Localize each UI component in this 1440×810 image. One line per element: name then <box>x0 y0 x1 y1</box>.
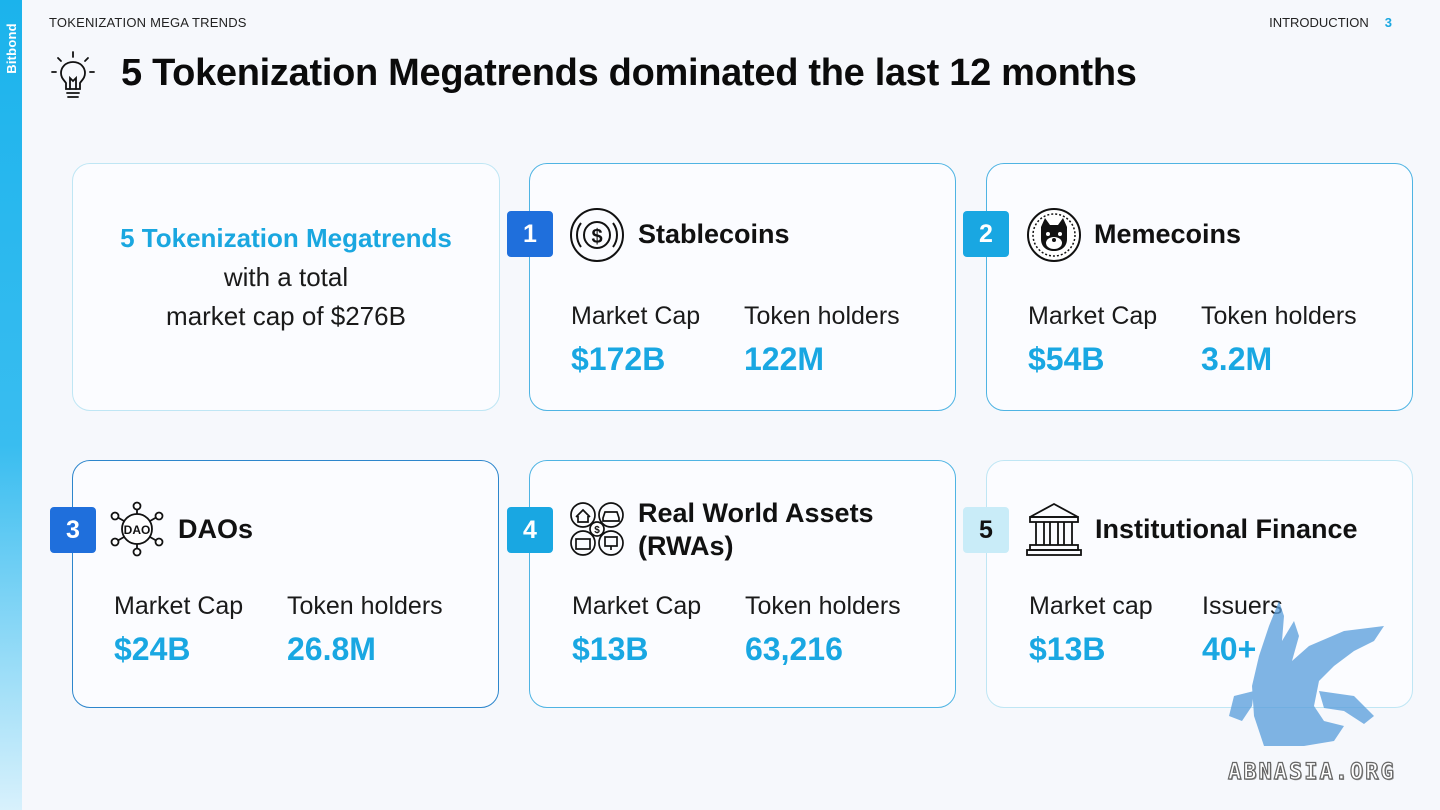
dao-network-icon: DAO <box>110 501 164 557</box>
trend-title: Institutional Finance <box>1095 514 1358 544</box>
metric-value: 40+ <box>1202 631 1257 667</box>
metric-label: Market Cap <box>572 592 702 620</box>
metric-label: Token holders <box>287 592 443 620</box>
metric-value: $13B <box>1029 631 1106 667</box>
metric-label: Token holders <box>1201 302 1357 330</box>
trend-title: Real World Assets (RWAs) <box>638 497 874 563</box>
real-world-assets-icon: $ <box>570 502 624 556</box>
intro-highlight: 5 Tokenization Megatrends <box>120 222 452 253</box>
griffin-watermark-icon <box>1229 601 1384 746</box>
section-label: TOKENIZATION MEGA TRENDS <box>49 15 247 30</box>
metric-label: Market Cap <box>1028 302 1158 330</box>
metric-value: $54B <box>1028 341 1105 377</box>
svg-text:$: $ <box>591 226 602 248</box>
intro-card: 5 Tokenization Megatrends with a total m… <box>72 163 500 411</box>
bank-building-icon <box>1026 502 1082 556</box>
trend-card-daos <box>72 460 499 708</box>
metric-label: Token holders <box>744 302 900 330</box>
trend-number-badge: 3 <box>50 507 96 553</box>
metric-label: Market cap <box>1029 592 1153 620</box>
trend-title: DAOs <box>178 514 254 544</box>
metric-label: Token holders <box>745 592 901 620</box>
page-title: 5 Tokenization Megatrends dominated the … <box>121 52 1137 94</box>
metric-value: 3.2M <box>1201 341 1273 377</box>
page-number: 3 <box>1384 15 1392 30</box>
brand-sidebar: Bitbond <box>0 0 22 810</box>
dollar-coin-icon: $ <box>570 208 624 262</box>
metric-value: $24B <box>114 631 191 667</box>
metric-value: 26.8M <box>287 631 376 667</box>
trend-title: Memecoins <box>1094 219 1242 249</box>
trend-card-institutional-finance <box>986 460 1413 708</box>
trend-title-line-1: Real World Assets <box>638 498 874 528</box>
page-header-right: INTRODUCTION 3 <box>1269 15 1392 30</box>
metric-value: $172B <box>571 341 666 377</box>
chapter-label: INTRODUCTION <box>1269 15 1369 30</box>
intro-line-3: market cap of $276B <box>166 300 406 331</box>
trend-card-memecoins <box>986 163 1413 411</box>
trend-title-line-2: (RWAs) <box>638 531 734 561</box>
lightbulb-icon <box>51 51 95 98</box>
shiba-dog-coin-icon <box>1027 208 1081 262</box>
metric-value: 122M <box>744 341 825 377</box>
metric-label: Issuers <box>1202 592 1283 620</box>
metric-label: Market Cap <box>114 592 244 620</box>
svg-text:$: $ <box>594 525 600 536</box>
trend-card-stablecoins <box>529 163 956 411</box>
watermark-text: ABNASIA.ORG <box>1227 759 1396 785</box>
metric-label: Market Cap <box>571 302 701 330</box>
metric-value: 63,216 <box>745 631 843 667</box>
trend-number-badge: 4 <box>507 507 553 553</box>
intro-line-2: with a total <box>223 261 349 292</box>
trend-number-badge: 2 <box>963 211 1009 257</box>
dao-icon-text: DAO <box>124 523 151 537</box>
metric-value: $13B <box>572 631 649 667</box>
trend-card-rwas <box>529 460 956 708</box>
brand-logo: Bitbond <box>3 22 19 74</box>
trend-number-badge: 5 <box>963 507 1009 553</box>
trend-number-badge: 1 <box>507 211 553 257</box>
trend-title: Stablecoins <box>638 219 790 249</box>
